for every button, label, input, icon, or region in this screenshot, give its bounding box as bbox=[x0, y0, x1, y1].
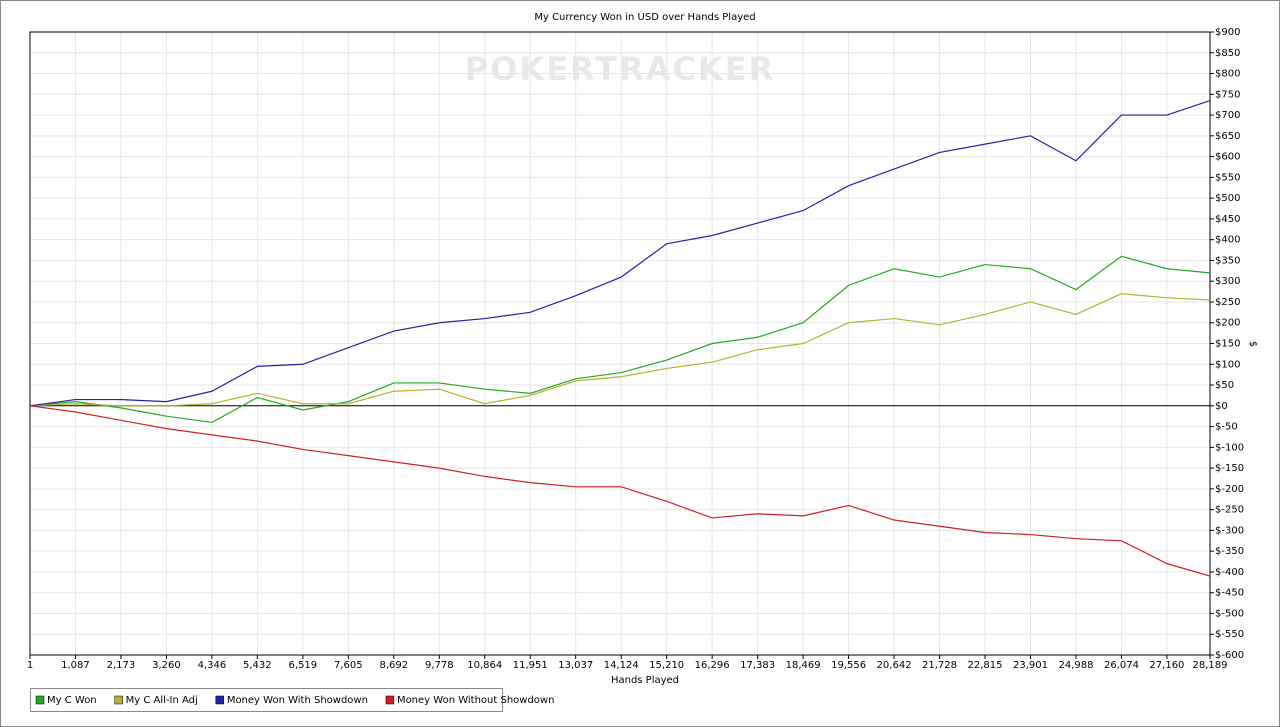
y-tick-label: $100 bbox=[1215, 359, 1240, 370]
x-tick-label: 10,864 bbox=[467, 660, 502, 671]
x-tick-label: 27,160 bbox=[1149, 660, 1184, 671]
y-tick-label: $0 bbox=[1215, 401, 1228, 412]
y-tick-label: $-200 bbox=[1215, 484, 1244, 495]
x-tick-label: 4,346 bbox=[198, 660, 227, 671]
series-line bbox=[29, 99, 1211, 407]
y-tick-label: $400 bbox=[1215, 235, 1240, 246]
x-tick-label: 15,210 bbox=[649, 660, 684, 671]
legend-box bbox=[30, 688, 503, 712]
series-line bbox=[29, 293, 1211, 407]
x-tick-label: 2,173 bbox=[107, 660, 136, 671]
y-tick-label: $900 bbox=[1215, 27, 1240, 38]
x-tick-label: 18,469 bbox=[786, 660, 821, 671]
y-tick-label: $450 bbox=[1215, 214, 1240, 225]
x-tick-label: 3,260 bbox=[152, 660, 181, 671]
legend-label: Money Won Without Showdown bbox=[397, 695, 555, 706]
x-tick-label: 24,988 bbox=[1059, 660, 1094, 671]
plot-border bbox=[29, 31, 1211, 656]
x-tick-label: 9,778 bbox=[425, 660, 454, 671]
y-tick-label: $-500 bbox=[1215, 608, 1244, 619]
legend-swatch bbox=[35, 695, 45, 705]
legend-label: My C Won bbox=[47, 695, 97, 706]
y-tick-label: $-150 bbox=[1215, 463, 1244, 474]
y-tick-label: $-400 bbox=[1215, 567, 1244, 578]
legend-swatch bbox=[215, 695, 225, 705]
y-tick-label: $250 bbox=[1215, 297, 1240, 308]
y-tick-label: $550 bbox=[1215, 172, 1240, 183]
x-tick-label: 26,074 bbox=[1104, 660, 1139, 671]
x-tick-label: 22,815 bbox=[968, 660, 1003, 671]
y-tick-label: $200 bbox=[1215, 318, 1240, 329]
y-tick-label: $300 bbox=[1215, 276, 1240, 287]
x-tick-label: 1,087 bbox=[61, 660, 90, 671]
x-tick-label: 1 bbox=[27, 660, 33, 671]
y-tick-label: $350 bbox=[1215, 255, 1240, 266]
y-tick-label: $750 bbox=[1215, 89, 1240, 100]
y-tick-label: $-300 bbox=[1215, 525, 1244, 536]
y-tick-label: $850 bbox=[1215, 48, 1240, 59]
x-tick-label: 13,037 bbox=[558, 660, 593, 671]
y-tick-label: $-450 bbox=[1215, 588, 1244, 599]
y-tick-label: $800 bbox=[1215, 69, 1240, 80]
x-tick-label: 28,189 bbox=[1193, 660, 1228, 671]
x-tick-label: 20,642 bbox=[877, 660, 912, 671]
x-tick-label: 14,124 bbox=[604, 660, 639, 671]
series-line bbox=[29, 255, 1211, 424]
x-tick-label: 19,556 bbox=[831, 660, 866, 671]
x-tick-label: 16,296 bbox=[695, 660, 730, 671]
y-tick-label: $50 bbox=[1215, 380, 1234, 391]
series-line bbox=[29, 405, 1211, 577]
y-tick-label: $600 bbox=[1215, 152, 1240, 163]
chart-title: My Currency Won in USD over Hands Played bbox=[534, 12, 755, 23]
legend-label: My C All-In Adj bbox=[126, 695, 198, 706]
y-tick-label: $500 bbox=[1215, 193, 1240, 204]
legend-swatch bbox=[114, 695, 123, 705]
y-tick-label: $-250 bbox=[1215, 505, 1244, 516]
x-tick-label: 23,901 bbox=[1013, 660, 1048, 671]
y-tick-label: $150 bbox=[1215, 339, 1240, 350]
x-tick-label: 21,728 bbox=[922, 660, 957, 671]
y-tick-label: $650 bbox=[1215, 131, 1240, 142]
y-tick-label: $-50 bbox=[1215, 422, 1238, 433]
y-tick-label: $-550 bbox=[1215, 629, 1244, 640]
y-axis-label: $ bbox=[1247, 341, 1258, 347]
legend-swatch bbox=[385, 695, 395, 705]
y-tick-label: $-600 bbox=[1215, 650, 1244, 661]
y-tick-label: $700 bbox=[1215, 110, 1240, 121]
watermark: POKERTRACKER bbox=[465, 50, 776, 88]
x-tick-label: 8,692 bbox=[380, 660, 409, 671]
x-tick-label: 17,383 bbox=[740, 660, 775, 671]
x-tick-label: 11,951 bbox=[513, 660, 548, 671]
y-tick-label: $-100 bbox=[1215, 442, 1244, 453]
legend-label: Money Won With Showdown bbox=[227, 695, 368, 706]
y-tick-label: $-350 bbox=[1215, 546, 1244, 557]
x-tick-label: 5,432 bbox=[243, 660, 272, 671]
x-tick-label: 7,605 bbox=[334, 660, 363, 671]
x-tick-label: 6,519 bbox=[289, 660, 318, 671]
x-axis-label: Hands Played bbox=[611, 675, 679, 686]
